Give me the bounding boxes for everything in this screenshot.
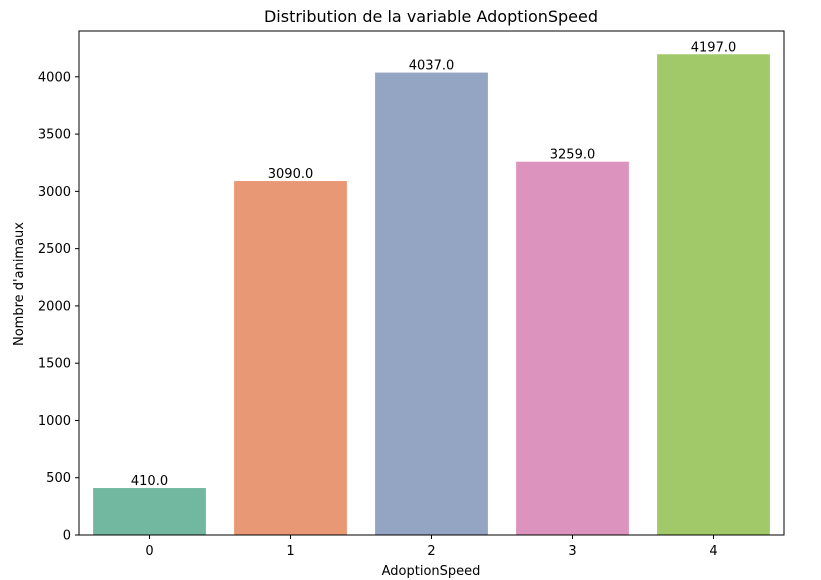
- x-tick-label-3: 3: [568, 544, 576, 559]
- bars-group: [93, 54, 770, 536]
- y-tick-label-2500: 2500: [38, 242, 71, 257]
- bar-labels-group: 410.0 3090.0 4037.0 3259.0 4197.0: [131, 40, 736, 489]
- bar-0: [93, 488, 206, 535]
- x-tick-label-2: 2: [427, 544, 435, 559]
- y-tick-label-500: 500: [46, 471, 71, 486]
- y-tick-label-3000: 3000: [38, 185, 71, 200]
- bar-1: [234, 181, 347, 535]
- bar-value-label-1: 3090.0: [268, 167, 314, 182]
- bar-value-label-3: 3259.0: [550, 148, 596, 163]
- bar-value-label-0: 410.0: [131, 474, 168, 489]
- bar-value-label-2: 4037.0: [409, 59, 455, 74]
- y-axis-label: Nombre d'animaux: [12, 222, 27, 346]
- chart-title: Distribution de la variable AdoptionSpee…: [264, 7, 598, 26]
- y-axis: 0 500 1000 1500 2000 2500 3000 3500 4000: [38, 70, 79, 544]
- y-tick-label-2000: 2000: [38, 299, 71, 314]
- y-tick-label-1500: 1500: [38, 357, 71, 372]
- plot-frame: [78, 30, 785, 536]
- x-tick-label-4: 4: [709, 544, 717, 559]
- y-tick-label-4000: 4000: [38, 70, 71, 85]
- x-tick-label-1: 1: [286, 544, 294, 559]
- x-tick-label-0: 0: [145, 544, 153, 559]
- bar-value-label-4: 4197.0: [691, 40, 737, 55]
- y-tick-label-3500: 3500: [38, 128, 71, 143]
- y-tick-label-0: 0: [63, 529, 71, 544]
- bar-3: [516, 161, 629, 536]
- bar-2: [375, 72, 488, 535]
- x-axis-label: AdoptionSpeed: [382, 564, 481, 579]
- x-axis: 0 1 2 3 4: [145, 535, 718, 559]
- bar-4: [657, 54, 770, 536]
- y-tick-label-1000: 1000: [38, 414, 71, 429]
